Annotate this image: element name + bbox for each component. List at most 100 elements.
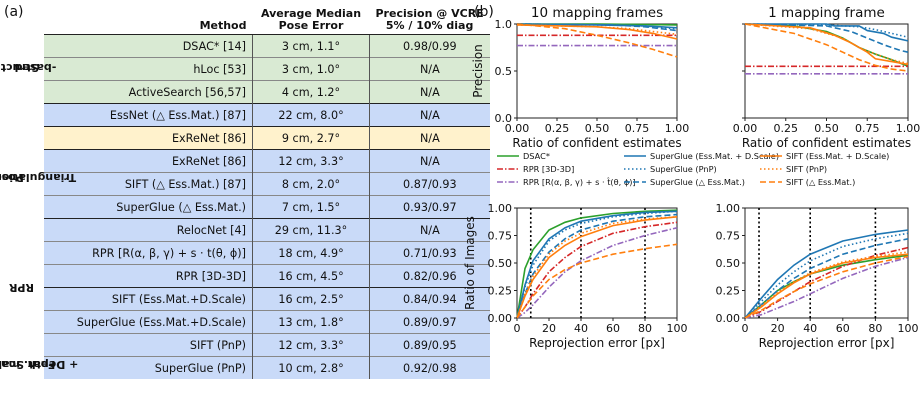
method-cell: ActiveSearch [56,57] <box>44 80 253 104</box>
series-line-sift_pnp <box>744 251 909 319</box>
method-cell: ExReNet [86] <box>44 149 253 173</box>
series-line-sift_em <box>516 23 678 58</box>
x-tick-label: 0 <box>742 322 749 335</box>
group-rpr-line1: RPR <box>9 280 35 294</box>
x-tick-label: 0.00 <box>505 122 530 135</box>
panel-a-label: (a) <box>4 4 24 20</box>
error-cell: 7 cm, 1.5° <box>252 195 370 219</box>
series-line-sift_emds <box>516 216 678 319</box>
error-cell: 18 cm, 4.9° <box>252 241 370 265</box>
x-tick-label: 0.75 <box>855 122 880 135</box>
precision-cell: N/A <box>368 218 490 242</box>
error-cell: 4 cm, 1.2° <box>252 80 370 104</box>
plot-frame <box>516 23 678 119</box>
method-cell: SuperGlue (Ess.Mat.+D.Scale) <box>44 310 253 334</box>
results-table: Method Average Median Pose Error Precisio… <box>44 2 490 379</box>
table-row: SuperGlue (△ Ess.Mat.) 7 cm, 1.5° 0.93/0.9… <box>44 195 490 219</box>
y-tick-label: 0.75 <box>488 230 513 243</box>
y-tick-label: 1.00 <box>488 202 513 215</box>
precision-cell: 0.93/0.97 <box>368 195 490 219</box>
y-tick-label: 0.0 <box>495 112 513 125</box>
group-pose: PoseTriangulation <box>0 100 76 254</box>
legend-label-sift_pnp: SIFT (PnP) <box>786 164 827 174</box>
x-tick-label: 80 <box>638 322 652 335</box>
series-line-sift_em <box>744 23 909 72</box>
method-cell: hLoc [53] <box>44 57 253 81</box>
table-row: hLoc [53] 3 cm, 1.0° N/A <box>44 57 490 81</box>
y-tick-label: 0.5 <box>495 65 513 78</box>
series-line-dsac <box>744 254 909 319</box>
x-tick-label: 0.00 <box>733 122 758 135</box>
table-row: ActiveSearch [56,57] 4 cm, 1.2° N/A <box>44 80 490 104</box>
series-line-sg_pnp <box>516 23 678 30</box>
y-axis-label: Precision <box>471 44 485 98</box>
error-cell: 12 cm, 3.3° <box>252 149 370 173</box>
series-line-rpr3d <box>516 221 678 319</box>
table-row: SuperGlue (Ess.Mat.+D.Scale) 13 cm, 1.8° 0… <box>44 310 490 334</box>
y-tick-label: 0.25 <box>716 285 741 298</box>
series-line-sift_pnp <box>744 23 909 65</box>
error-cell: 13 cm, 1.8° <box>252 310 370 334</box>
series-line-sg_pnp <box>744 232 909 319</box>
precision-cell: 0.84/0.94 <box>368 287 490 311</box>
x-tick-label: 0.50 <box>814 122 839 135</box>
error-cell: 8 cm, 2.0° <box>252 172 370 196</box>
x-tick-label: 0.75 <box>625 122 650 135</box>
x-axis-label: Ratio of confident estimates <box>512 136 681 150</box>
x-tick-label: 100 <box>667 322 688 335</box>
y-tick-label: 0.00 <box>716 312 741 325</box>
series-line-rprang <box>516 227 678 319</box>
method-cell: EssNet (△ Ess.Mat.) [87] <box>44 103 253 127</box>
series-line-sift_em <box>516 243 678 319</box>
table-row: RPR [R(α, β, γ) + s · t(θ, ϕ)] 18 cm, 4.9… <box>44 241 490 265</box>
error-cell: 29 cm, 11.3° <box>252 218 370 242</box>
x-tick-label: 0.25 <box>545 122 570 135</box>
charts-svg: 0.00 0.25 0.50 0.75 1.00 0.0 0.5 1.0 10 mapping … <box>463 5 920 350</box>
series-line-dsac <box>516 209 678 319</box>
table-row: ExReNet [86] 12 cm, 3.3° N/A <box>44 149 490 173</box>
series-line-sg_emds <box>744 229 909 319</box>
precision-cell: 0.71/0.93 <box>368 241 490 265</box>
precision-cell: N/A <box>368 57 490 81</box>
header-precision-line2: 5% / 10% diag <box>385 19 474 32</box>
y-axis-label: Ratio of Images <box>463 216 477 310</box>
series-line-sg_emds <box>516 210 678 319</box>
x-tick-label: 20 <box>771 322 785 335</box>
x-tick-label: 60 <box>606 322 620 335</box>
precision-cell: 0.82/0.96 <box>368 264 490 288</box>
precision-cell: 0.89/0.97 <box>368 310 490 334</box>
group-structure: Structure-based <box>0 34 56 100</box>
x-axis-label: Ratio of confident estimates <box>742 136 911 150</box>
table-row: ExReNet [86] 9 cm, 2.7° N/A <box>44 126 490 150</box>
y-tick-label: 0.50 <box>488 257 513 270</box>
x-tick-label: 80 <box>868 322 882 335</box>
group-pose-line2: Triangulation <box>0 170 77 184</box>
x-tick-label: 0.50 <box>585 122 610 135</box>
precision-cell: 0.92/0.98 <box>368 356 490 379</box>
precision-cell: 0.87/0.93 <box>368 172 490 196</box>
group-feat-line2: + Depth Scale <box>0 357 79 371</box>
precision-cell: 0.89/0.95 <box>368 333 490 357</box>
table-row: SIFT (PnP) 12 cm, 3.3° 0.89/0.95 <box>44 333 490 357</box>
method-cell: SIFT (△ Ess.Mat.) [87] <box>44 172 253 196</box>
table-header-row: Method Average Median Pose Error Precisio… <box>44 2 490 35</box>
error-cell: 9 cm, 2.7° <box>252 126 370 150</box>
legend-label-rpr3d: RPR [3D-3D] <box>523 164 574 174</box>
legend-label-sift_emds: SIFT (Ess.Mat. + D.Scale) <box>786 151 889 161</box>
y-tick-label: 1.0 <box>495 18 513 31</box>
precision-cell: N/A <box>368 149 490 173</box>
precision-cell: N/A <box>368 103 490 127</box>
method-cell: SIFT (Ess.Mat.+D.Scale) <box>44 287 253 311</box>
x-tick-label: 0.25 <box>774 122 799 135</box>
chart-title: 10 mapping frames <box>531 5 663 21</box>
method-cell: RelocNet [4] <box>44 218 253 242</box>
precision-cell: N/A <box>368 80 490 104</box>
error-cell: 16 cm, 2.5° <box>252 287 370 311</box>
x-tick-label: 20 <box>542 322 556 335</box>
series-line-sg_pnp <box>516 210 678 319</box>
group-structure-line2: -based <box>14 60 56 74</box>
series-line-sg_em <box>516 213 678 319</box>
plot-frame <box>516 207 678 319</box>
legend-label-sg_emds: SuperGlue (Ess.Mat. + D.Scale) <box>650 151 779 161</box>
method-cell: ExReNet [86] <box>44 126 253 150</box>
